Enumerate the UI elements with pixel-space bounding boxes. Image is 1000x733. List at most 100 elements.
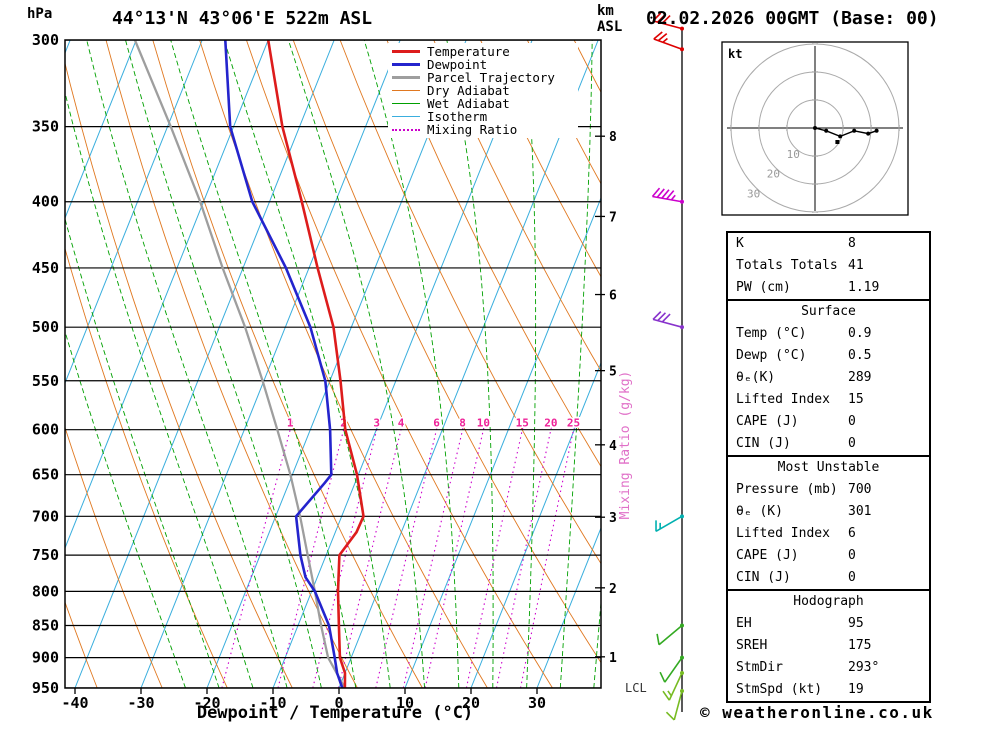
table-row-label: CIN (J) [736, 570, 791, 585]
table-row-value: 19 [848, 682, 864, 697]
wet-adiabat-line [65, 90, 254, 688]
table-row-cin-j: CIN (J) 0 [728, 567, 929, 589]
lcl-label: LCL [625, 681, 647, 695]
temperature-curve [266, 40, 365, 688]
copyright-text: © weatheronline.co.uk [700, 703, 934, 722]
isotherm-line [65, 40, 269, 550]
km-tick-label: 8 [609, 130, 617, 145]
mixing-ratio-line [312, 420, 380, 688]
table-row-stmdir: StmDir 293° [728, 657, 929, 679]
wind-barb-feather [666, 190, 675, 200]
table-row-value: 0.9 [848, 326, 872, 341]
km-tick-label: 4 [609, 439, 617, 454]
table-row-pw-cm: PW (cm) 1.19 [728, 277, 929, 299]
table-row-value: 41 [848, 258, 864, 273]
plot-background-lines: 1 2 3 4 6 8 10 15 20 25 [65, 40, 601, 688]
chart-legend: Temperature Dewpoint Parcel Trajectory Dry … [388, 43, 578, 138]
mixing-ratio-value-label: 20 [544, 417, 557, 430]
wind-barb-station-dot [680, 671, 684, 676]
legend-label: Mixing Ratio [427, 122, 518, 137]
mixing-ratio-line [465, 420, 525, 688]
legend-item-wet-adiabat: Wet Adiabat [392, 96, 578, 111]
mixing-ratio-value-label: 8 [459, 417, 466, 430]
wind-barb-staff [664, 657, 683, 683]
station-title: 44°13'N 43°06'E 522m ASL [112, 8, 373, 29]
table-row-value: 175 [848, 638, 872, 653]
wind-barb-station-dot [680, 26, 684, 31]
mixing-ratio-line [519, 420, 577, 688]
table-section-header: Most Unstable [777, 460, 880, 475]
legend-swatch-temperature-line [392, 50, 420, 53]
mixing-ratio-axis-label: Mixing Ratio (g/kg) [618, 371, 633, 520]
dry-adiabat-line [152, 40, 423, 688]
pressure-tick-label: 950 [32, 679, 59, 697]
table-section-hodograph: Hodograph EH 95 SREH 175 StmDir 293° StmSpd (kt… [726, 591, 931, 703]
pressure-tick-label: 600 [32, 421, 59, 439]
table-row-label: EH [736, 616, 752, 631]
pressure-tick-label: 350 [32, 118, 59, 136]
wind-barb-feather [662, 37, 668, 43]
plot-frame [64, 39, 602, 689]
dry-adiabat-line [245, 40, 553, 688]
pressure-tick-label: 650 [32, 466, 59, 484]
wind-barb-955hpa [665, 688, 684, 721]
wet-adiabat-line [524, 40, 537, 688]
wind-barb-station-dot [680, 623, 684, 628]
table-section-indices: K 8 Totals Totals 41 PW (cm) 1.19 [726, 231, 931, 301]
table-row-label: Temp (°C) [736, 326, 807, 341]
wind-barb-feather [661, 189, 670, 199]
table-row-label: Lifted Index [736, 392, 830, 407]
wind-barb-feather [656, 188, 665, 198]
table-row-label: Dewp (°C) [736, 348, 807, 363]
wind-barb-feather [652, 311, 662, 320]
table-row-value: 0 [848, 570, 856, 585]
pressure-tick-label: 400 [32, 193, 59, 211]
pressure-tick-label: 700 [32, 507, 59, 525]
table-row-totals-totals: Totals Totals 41 [728, 255, 929, 277]
hodograph-ring-label: 30 [747, 187, 760, 200]
wind-barb-900hpa [659, 655, 684, 683]
table-row-label: SREH [736, 638, 768, 653]
pressure-tick-label: 850 [32, 616, 59, 634]
isotherm-line [206, 40, 467, 688]
datetime-title: 02.02.2026 00GMT (Base: 00) [646, 8, 939, 29]
legend-swatch-mixing-ratio-line [392, 128, 420, 131]
wind-barb-feather [662, 690, 670, 701]
wind-barb-feather [651, 187, 661, 198]
pressure-axis-unit-label: hPa [27, 6, 53, 22]
isotherm-line [140, 40, 401, 688]
table-row-label: PW (cm) [736, 280, 791, 295]
dewpoint-curve [224, 40, 344, 688]
wind-barb-feather [661, 15, 671, 24]
table-row-temp-c: Temp (°C) 0.9 [728, 323, 929, 345]
wet-adiabat-line [559, 40, 593, 688]
table-row-value: 700 [848, 482, 872, 497]
table-row-label: θₑ (K) [736, 504, 783, 519]
hodograph-ring-label: 10 [787, 148, 800, 161]
wet-adiabat-line [593, 597, 601, 688]
isotherm-line [536, 526, 601, 688]
wind-barb-station-dot [680, 199, 684, 204]
mixing-ratio-value-label: 10 [477, 417, 490, 430]
km-axis-unit-line2: ASL [597, 19, 623, 35]
legend-item-dry-adiabat: Dry Adiabat [392, 83, 578, 98]
mixing-ratio-line [337, 420, 404, 688]
km-tick-label: 2 [609, 582, 617, 597]
table-row-eh: EH 95 [728, 613, 929, 635]
table-row-stmspd-kt: StmSpd (kt) 19 [728, 679, 929, 701]
table-row-dewp-c: Dewp (°C) 0.5 [728, 345, 929, 367]
wind-barb-staff [652, 318, 683, 328]
sounding-indices-table: K 8 Totals Totals 41 PW (cm) 1.19 Surface Temp … [726, 231, 931, 703]
hodograph-trace-point [866, 131, 871, 136]
pressure-tick-label: 500 [32, 318, 59, 336]
mixing-ratio-value-label: 25 [567, 417, 580, 430]
wind-barb-feather [656, 633, 660, 645]
legend-swatch-dewpoint-line [392, 63, 420, 66]
wet-adiabat-line [446, 40, 494, 688]
table-row-value: 301 [848, 504, 872, 519]
temp-tick-label: -40 [61, 694, 88, 712]
hodograph-speed-ring [786, 99, 844, 157]
mixing-ratio-line [402, 420, 466, 688]
legend-label: Temperature [427, 44, 510, 59]
